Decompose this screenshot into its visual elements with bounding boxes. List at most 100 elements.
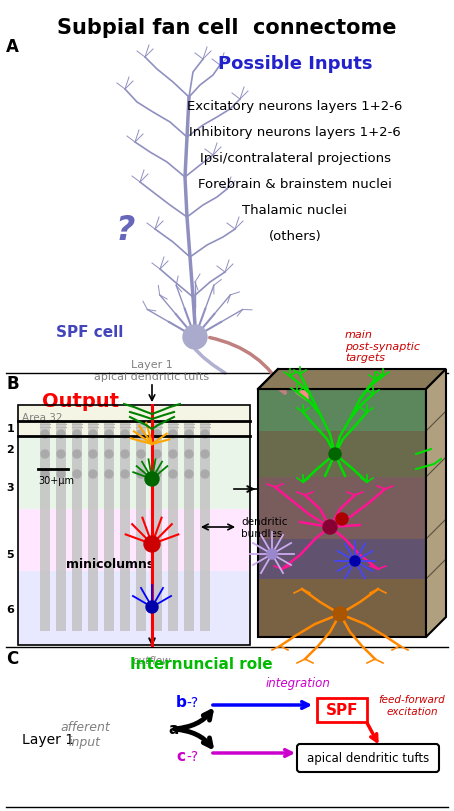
- Text: Layer 1
apical dendritic tufts: Layer 1 apical dendritic tufts: [94, 360, 210, 381]
- Text: 2: 2: [435, 438, 443, 451]
- Circle shape: [146, 601, 158, 613]
- Circle shape: [137, 431, 145, 439]
- Bar: [258, 478, 426, 539]
- Circle shape: [41, 470, 49, 478]
- Circle shape: [169, 470, 177, 478]
- Text: C: C: [6, 649, 18, 667]
- Circle shape: [185, 431, 193, 439]
- Circle shape: [336, 513, 348, 526]
- Text: main
post-synaptic
targets: main post-synaptic targets: [345, 329, 420, 363]
- Circle shape: [153, 431, 161, 439]
- Text: 2: 2: [6, 444, 14, 454]
- Text: afferent
input: afferent input: [60, 720, 110, 748]
- Text: 5: 5: [435, 547, 443, 561]
- Text: 30+μm: 30+μm: [38, 475, 74, 486]
- Text: 1: 1: [6, 423, 14, 433]
- Text: Output: Output: [42, 392, 119, 410]
- Circle shape: [41, 450, 49, 458]
- Circle shape: [73, 431, 81, 439]
- Circle shape: [201, 470, 209, 478]
- Circle shape: [73, 470, 81, 478]
- Circle shape: [350, 556, 360, 566]
- FancyBboxPatch shape: [317, 698, 367, 722]
- Text: 5: 5: [6, 549, 14, 560]
- Text: apical dendritic tufts: apical dendritic tufts: [307, 752, 429, 765]
- Circle shape: [333, 607, 347, 621]
- Circle shape: [329, 448, 341, 461]
- Text: Excitatory neurons layers 1+2-6: Excitatory neurons layers 1+2-6: [188, 100, 403, 113]
- Circle shape: [183, 325, 207, 350]
- Bar: [258, 431, 426, 478]
- FancyBboxPatch shape: [297, 744, 439, 772]
- Circle shape: [73, 450, 81, 458]
- Text: Area 32: Area 32: [22, 413, 63, 423]
- Text: dendritic
bundles: dendritic bundles: [241, 517, 287, 539]
- Circle shape: [145, 473, 159, 487]
- Bar: [40, 422, 50, 631]
- Circle shape: [41, 431, 49, 439]
- Text: Inhibitory neurons layers 1+2-6: Inhibitory neurons layers 1+2-6: [189, 126, 401, 139]
- Text: 6: 6: [435, 601, 443, 614]
- Bar: [258, 539, 426, 579]
- Text: Layer 1: Layer 1: [22, 732, 74, 746]
- Text: SPF cell: SPF cell: [56, 325, 123, 340]
- Circle shape: [185, 470, 193, 478]
- Circle shape: [121, 470, 129, 478]
- Circle shape: [57, 470, 65, 478]
- Circle shape: [105, 431, 113, 439]
- Bar: [200, 422, 210, 631]
- Polygon shape: [258, 370, 446, 389]
- Bar: [104, 422, 114, 631]
- Bar: [18, 571, 250, 646]
- Text: SPF: SPF: [326, 702, 358, 718]
- Circle shape: [105, 470, 113, 478]
- Circle shape: [137, 470, 145, 478]
- Circle shape: [153, 470, 161, 478]
- Bar: [18, 406, 250, 422]
- Bar: [136, 422, 146, 631]
- Text: Thalamic nuclei: Thalamic nuclei: [242, 204, 347, 217]
- Circle shape: [323, 521, 337, 534]
- Bar: [152, 422, 162, 631]
- Circle shape: [201, 431, 209, 439]
- Bar: [18, 509, 250, 571]
- Text: 3: 3: [435, 491, 443, 504]
- Circle shape: [89, 470, 97, 478]
- Circle shape: [121, 450, 129, 458]
- Text: (others): (others): [269, 230, 321, 242]
- Text: a: a: [168, 722, 178, 736]
- Circle shape: [267, 549, 277, 560]
- Text: integration: integration: [266, 676, 331, 689]
- Circle shape: [169, 450, 177, 458]
- Text: -?: -?: [186, 749, 198, 763]
- Text: 3: 3: [6, 483, 14, 492]
- Circle shape: [105, 450, 113, 458]
- Circle shape: [144, 536, 160, 552]
- Text: 1: 1: [435, 396, 443, 409]
- Bar: [258, 579, 426, 637]
- Circle shape: [89, 431, 97, 439]
- Text: ?: ?: [115, 213, 135, 247]
- Polygon shape: [426, 370, 446, 637]
- Text: c: c: [176, 749, 185, 764]
- Bar: [18, 436, 250, 509]
- Circle shape: [121, 431, 129, 439]
- Bar: [168, 422, 178, 631]
- Text: B: B: [6, 375, 19, 393]
- Text: b: b: [176, 695, 187, 710]
- Circle shape: [201, 450, 209, 458]
- Circle shape: [137, 450, 145, 458]
- Bar: [258, 389, 426, 637]
- Bar: [72, 422, 82, 631]
- Bar: [120, 422, 130, 631]
- Circle shape: [57, 450, 65, 458]
- Text: Ipsi/contralateral projections: Ipsi/contralateral projections: [199, 152, 390, 165]
- Text: feed-forward
excitation: feed-forward excitation: [379, 694, 445, 716]
- Bar: [56, 422, 66, 631]
- Bar: [88, 422, 98, 631]
- Text: Forebrain & brainstem nuclei: Forebrain & brainstem nuclei: [198, 178, 392, 191]
- Bar: [18, 422, 250, 436]
- Text: minicolumns: minicolumns: [66, 557, 154, 570]
- Text: Possible Inputs: Possible Inputs: [218, 55, 372, 73]
- Text: 6: 6: [6, 604, 14, 614]
